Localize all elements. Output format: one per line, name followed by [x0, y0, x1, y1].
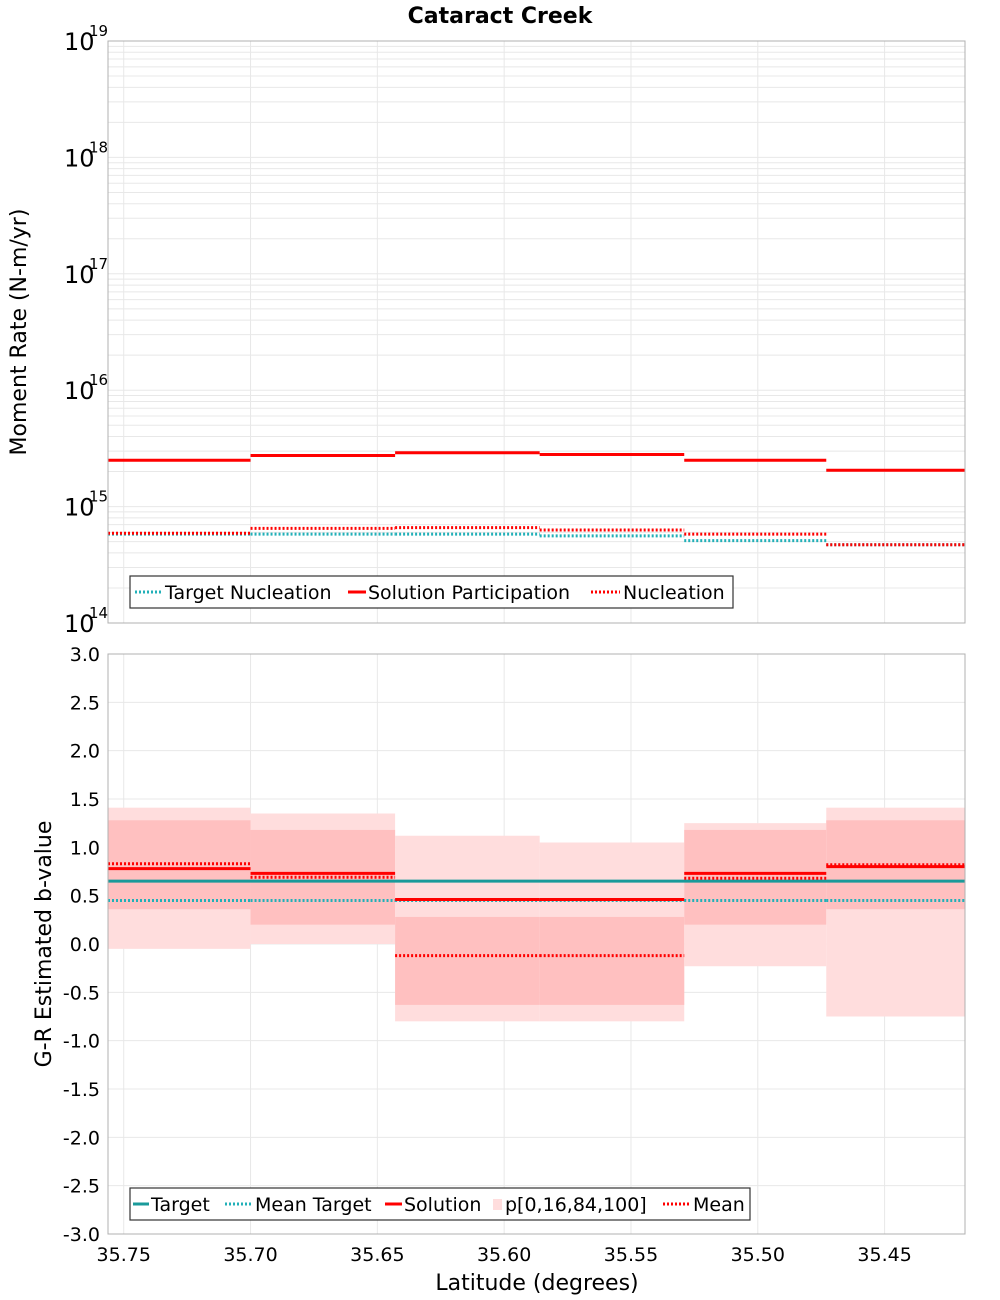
band-inner-segment: [684, 829, 827, 925]
b-value-y-ticks: 3.0 2.5 2.0 1.5 1.0 0.5 0.0 -0.5 -1.0 -1.5 -2.0 -2.…: [63, 644, 100, 1246]
moment-rate-legend: Target Nucleation Solution Participation…: [129, 575, 734, 609]
x-tick-label: 35.60: [477, 1244, 531, 1266]
legend-label-nucleation: Nucleation: [623, 582, 725, 604]
y-tick-label: 0.0: [70, 934, 100, 956]
band-inner-segment: [395, 916, 540, 1005]
legend-label-percentile-bands: p[0,16,84,100]: [505, 1194, 647, 1216]
moment-rate-legend-box: [129, 575, 734, 609]
y-tick-exponent: 16: [89, 371, 108, 389]
b-value-legend: Target Mean Target Solution p[0,16,84,10…: [129, 1187, 751, 1221]
b-value-series: [108, 862, 965, 958]
y-tick-label: -0.5: [63, 982, 100, 1004]
y-tick-exponent: 19: [89, 22, 108, 40]
b-value-percentile-bands: [108, 807, 965, 1022]
legend-label-target: Target: [150, 1194, 210, 1216]
y-tick-label: 1.5: [70, 789, 100, 811]
y-tick-label: 10: [64, 610, 95, 638]
band-inner-segment: [539, 916, 685, 1005]
x-tick-label: 35.45: [857, 1244, 911, 1266]
y-tick-label: -2.5: [63, 1176, 100, 1198]
y-tick-label: 2.5: [70, 692, 100, 714]
y-tick-label: 2.0: [70, 741, 100, 763]
moment-rate-grid: [108, 41, 965, 624]
y-tick-label: -1.5: [63, 1079, 100, 1101]
legend-swatch-percentile-bands: [493, 1199, 502, 1210]
x-tick-label: 35.70: [223, 1244, 277, 1266]
y-tick-label: 10: [64, 377, 95, 405]
x-tick-label: 35.55: [604, 1244, 658, 1266]
b-value-panel: 3.0 2.5 2.0 1.5 1.0 0.5 0.0 -0.5 -1.0 -1.5 -2.0 -2.…: [32, 644, 966, 1296]
legend-label-mean-target: Mean Target: [255, 1194, 372, 1216]
legend-label-solution-participation: Solution Participation: [368, 582, 570, 604]
x-tick-label: 35.75: [97, 1244, 151, 1266]
moment-rate-series: [108, 451, 965, 547]
b-value-x-ticks: 35.75 35.70 35.65 35.60 35.55 35.50 35.45: [97, 1244, 912, 1266]
y-tick-label: 3.0: [70, 644, 100, 666]
y-tick-label: 10: [64, 28, 95, 56]
chart-title: Cataract Creek: [408, 4, 594, 29]
legend-label-mean: Mean: [693, 1194, 745, 1216]
y-tick-label: -2.0: [63, 1127, 100, 1149]
moment-rate-y-axis-label: Moment Rate (N-m/yr): [7, 209, 32, 456]
moment-rate-plot-frame: [107, 40, 966, 624]
legend-label-target-nucleation: Target Nucleation: [164, 582, 332, 604]
y-tick-label: 1.0: [70, 837, 100, 859]
y-tick-label: -3.0: [63, 1224, 100, 1246]
x-tick-label: 35.65: [350, 1244, 404, 1266]
y-tick-exponent: 17: [89, 255, 108, 273]
y-tick-exponent: 15: [89, 488, 108, 506]
band-inner-segment: [108, 820, 251, 910]
b-value-y-axis-label: G-R Estimated b-value: [32, 821, 57, 1068]
y-tick-label: 10: [64, 144, 95, 172]
legend-label-solution: Solution: [404, 1194, 481, 1216]
y-tick-exponent: 14: [89, 604, 108, 622]
y-tick-label: 10: [64, 261, 95, 289]
y-tick-label: 0.5: [70, 886, 100, 908]
b-value-plot-frame: [107, 653, 966, 1235]
x-axis-label: Latitude (degrees): [435, 1271, 638, 1296]
y-tick-label: -1.0: [63, 1031, 100, 1053]
y-tick-exponent: 18: [89, 138, 108, 156]
x-tick-label: 35.50: [731, 1244, 785, 1266]
y-tick-label: 10: [64, 494, 95, 522]
